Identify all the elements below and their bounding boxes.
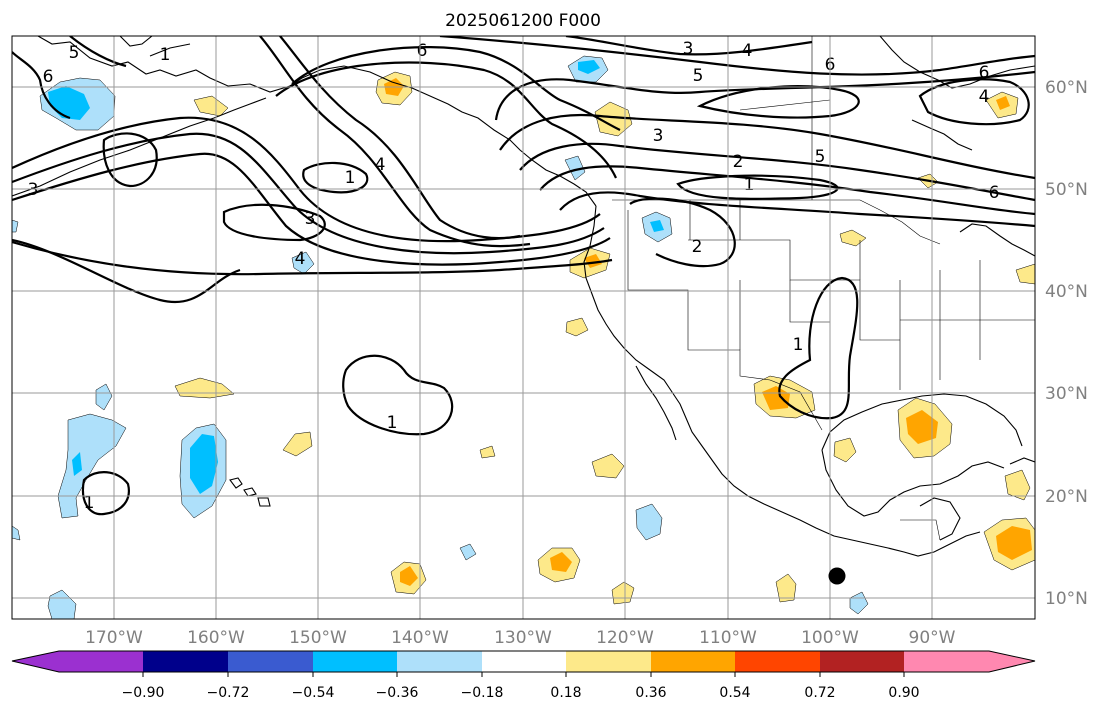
colorbar-segment <box>735 651 820 672</box>
contour-labels: 1 1 1 1 1 1 2 2 3 3 3 3 4 4 4 4 5 5 5 6 … <box>28 39 1000 513</box>
colorbar-tick-label: −0.90 <box>122 685 165 701</box>
longitude-labels: 170°W 160°W 150°W 140°W 130°W 120°W 110°… <box>85 628 956 648</box>
lat-label: 50°N <box>1045 180 1088 200</box>
colorbar-tick-label: 0.72 <box>804 685 835 701</box>
colorbar-segment <box>12 651 143 672</box>
contour-label: 4 <box>979 87 990 107</box>
figure-title: 2025061200 F000 <box>445 11 601 31</box>
contour-label: 3 <box>653 126 664 146</box>
contour-label: 6 <box>417 41 428 61</box>
map-frame <box>11 35 1036 620</box>
colorbar-segment <box>397 651 482 672</box>
contour-label: 4 <box>295 249 306 269</box>
colorbar-segment <box>143 651 228 672</box>
contour-label: 3 <box>305 209 316 229</box>
lon-label: 160°W <box>187 628 245 648</box>
contour-label: 5 <box>69 43 80 63</box>
lon-label: 100°W <box>801 628 859 648</box>
contour-label: 1 <box>387 413 398 433</box>
latitude-labels: 60°N 50°N 40°N 30°N 20°N 10°N <box>1045 78 1088 609</box>
contour-label: 1 <box>793 335 804 355</box>
contour-label: 4 <box>742 41 753 61</box>
lon-label: 110°W <box>699 628 757 648</box>
lat-label: 40°N <box>1045 282 1088 302</box>
colorbar-segment <box>313 651 397 672</box>
lat-label: 20°N <box>1045 487 1088 507</box>
colorbar-outline <box>11 650 1036 673</box>
lat-label: 10°N <box>1045 589 1088 609</box>
contour-label: 1 <box>84 493 95 513</box>
colorbar-tick-label: 0.54 <box>719 685 750 701</box>
contour-label: 5 <box>693 66 704 86</box>
colorbar-tick-label: −0.36 <box>376 685 419 701</box>
map-panel: 1 1 1 1 1 1 2 2 3 3 3 3 4 4 4 4 5 5 5 6 … <box>12 36 1035 619</box>
strong-positive-shading <box>384 78 1032 586</box>
colorbar-segment <box>566 651 651 672</box>
graticule <box>12 36 1035 619</box>
colorbar-segment <box>228 651 313 672</box>
lon-label: 90°W <box>909 628 956 648</box>
contour-label: 5 <box>815 147 826 167</box>
lon-label: 120°W <box>596 628 654 648</box>
colorbar: −0.90 −0.72 −0.54 −0.36 −0.18 0.18 0.36 … <box>11 650 1036 701</box>
colorbar-tick-label: 0.90 <box>888 685 919 701</box>
lon-label: 150°W <box>289 628 347 648</box>
colorbar-segment <box>651 651 735 672</box>
contour-label: 2 <box>733 152 744 172</box>
colorbar-ticks <box>142 672 905 677</box>
contour-label: 6 <box>979 63 990 83</box>
contour-label: 1 <box>160 45 171 65</box>
lon-label: 130°W <box>494 628 552 648</box>
contour-label: 1 <box>744 175 755 195</box>
colorbar-segment <box>482 651 566 672</box>
colorbar-tick-label: −0.54 <box>292 685 335 701</box>
contour-label: 3 <box>28 180 39 200</box>
contour-label: 6 <box>43 67 54 87</box>
political-borders <box>612 36 1035 541</box>
lat-label: 30°N <box>1045 384 1088 404</box>
colorbar-tick-label: −0.72 <box>207 685 250 701</box>
lon-label: 170°W <box>85 628 143 648</box>
contour-label: 6 <box>989 183 1000 203</box>
colorbar-tick-label: 0.18 <box>550 685 581 701</box>
contour-label: 3 <box>683 39 694 59</box>
contour-lines <box>12 36 1035 516</box>
lat-label: 60°N <box>1045 78 1088 98</box>
lon-label: 140°W <box>391 628 449 648</box>
colorbar-tick-label: 0.36 <box>635 685 666 701</box>
station-marker <box>828 567 846 585</box>
colorbar-segment <box>904 651 1035 672</box>
colorbar-tick-label: −0.18 <box>461 685 504 701</box>
contour-label: 2 <box>692 237 703 257</box>
colorbar-segment <box>820 651 904 672</box>
contour-label: 4 <box>375 155 386 175</box>
contour-label: 1 <box>345 168 356 188</box>
